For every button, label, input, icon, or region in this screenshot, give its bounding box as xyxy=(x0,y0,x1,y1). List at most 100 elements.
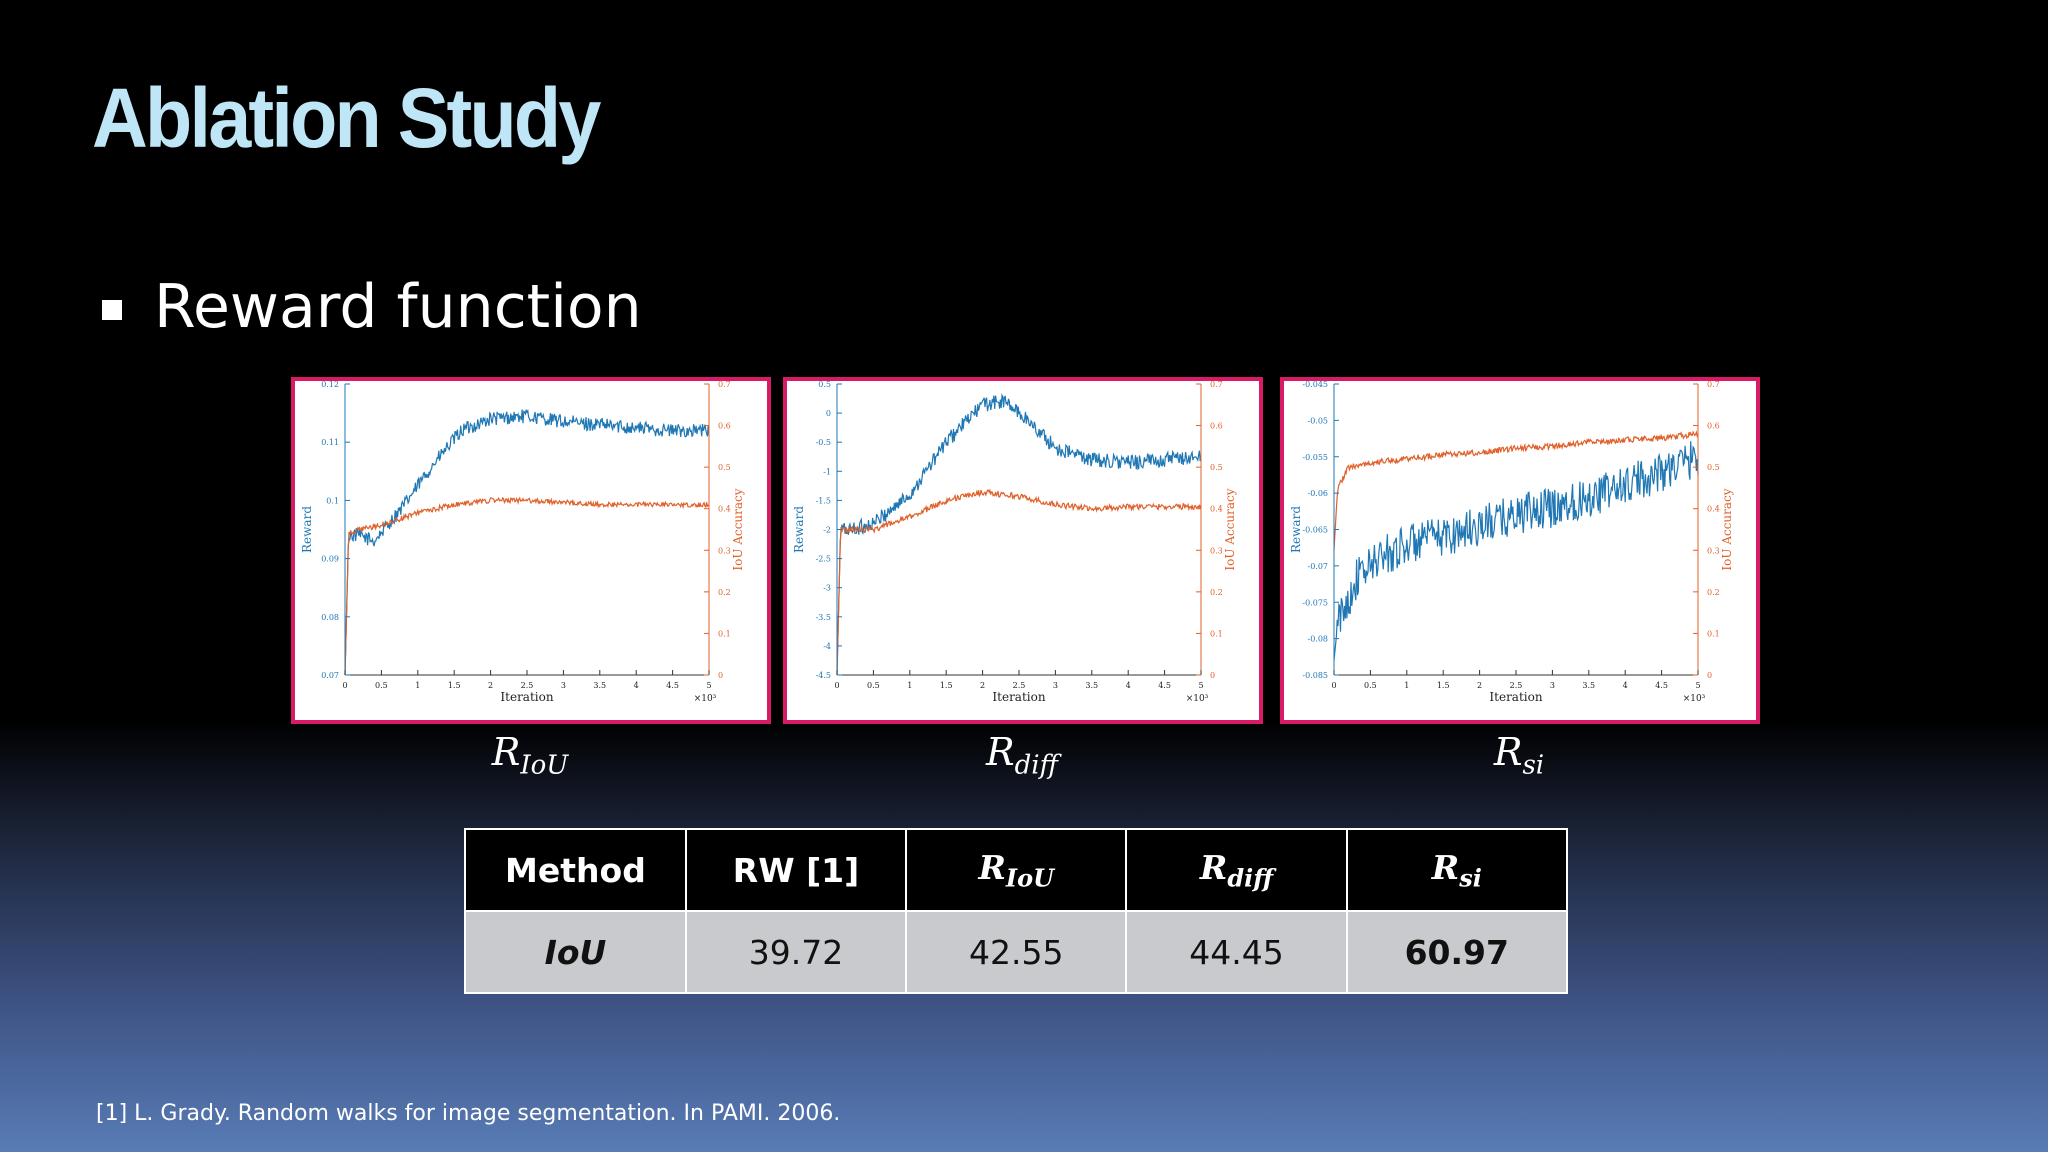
y2-tick-label: 0.6 xyxy=(1210,422,1223,431)
header-sub: si xyxy=(1459,863,1482,893)
caption-rsi: Rsi xyxy=(1419,730,1619,781)
x-axis-label: Iteration xyxy=(500,690,553,704)
caption-sub: IoU xyxy=(520,750,569,781)
y2-tick-label: 0.7 xyxy=(718,381,731,389)
x-tick-label: 1 xyxy=(1404,681,1409,690)
y-tick-label: -0.065 xyxy=(1302,526,1328,535)
y-tick-label: 0.11 xyxy=(321,438,339,447)
y-tick-label: -3 xyxy=(823,584,831,593)
header-method: Method xyxy=(464,828,687,912)
header-rdiff: Rdiff xyxy=(1125,828,1348,912)
y2-tick-label: 0.2 xyxy=(718,588,731,597)
y2-tick-label: 0.6 xyxy=(718,422,731,431)
y2-tick-label: 0.2 xyxy=(1210,588,1223,597)
x-multiplier-label: ×10³ xyxy=(694,694,717,704)
y2-tick-label: 0.1 xyxy=(718,629,731,638)
y-axis-label: Reward xyxy=(300,506,314,553)
header-base: R xyxy=(1199,847,1228,887)
y-axis-label: Reward xyxy=(792,506,806,553)
series-line-reward xyxy=(344,409,710,676)
y2-tick-label: 0.7 xyxy=(1210,381,1223,389)
series-line-reward xyxy=(836,393,1202,676)
x-tick-label: 0.5 xyxy=(1364,681,1377,690)
x-tick-label: 5 xyxy=(1695,681,1700,690)
x-tick-label: 3 xyxy=(561,681,566,690)
caption-riou: RIoU xyxy=(430,730,630,781)
y-tick-label: -4.5 xyxy=(816,671,831,680)
y-axis-label: Reward xyxy=(1289,506,1303,553)
x-tick-label: 3.5 xyxy=(1582,681,1595,690)
x-tick-label: 0.5 xyxy=(375,681,388,690)
y2-tick-label: 0.1 xyxy=(1707,629,1720,638)
y-tick-label: 0.5 xyxy=(818,381,831,389)
caption-base: R xyxy=(1493,730,1523,774)
x-tick-label: 3.5 xyxy=(593,681,606,690)
y2-tick-label: 0.3 xyxy=(718,546,731,555)
y-tick-label: -0.5 xyxy=(816,438,831,447)
cell-riou: 42.55 xyxy=(905,910,1128,994)
y2-tick-label: 0 xyxy=(1707,671,1712,680)
x-tick-label: 4 xyxy=(1623,681,1628,690)
y-tick-label: -2.5 xyxy=(816,555,831,564)
y2-tick-label: 0.7 xyxy=(1707,381,1720,389)
series-line-iou xyxy=(836,488,1202,676)
x-axis-label: Iteration xyxy=(1489,690,1542,704)
x-tick-label: 2 xyxy=(1477,681,1482,690)
results-table: Method RW [1] RIoU Rdiff Rsi IoU 39.72 4… xyxy=(464,828,1569,994)
x-tick-label: 2.5 xyxy=(1510,681,1523,690)
y-tick-label: -3.5 xyxy=(816,613,831,622)
y-tick-label: -1 xyxy=(823,467,831,476)
y-tick-label: 0 xyxy=(826,409,831,418)
y2-tick-label: 0.2 xyxy=(1707,588,1720,597)
caption-sub: diff xyxy=(1014,750,1058,781)
y2-tick-label: 0.3 xyxy=(1707,546,1720,555)
x-tick-label: 4.5 xyxy=(1158,681,1171,690)
y2-tick-label: 0.3 xyxy=(1210,546,1223,555)
y-tick-label: -1.5 xyxy=(816,496,831,505)
y-tick-label: -2 xyxy=(823,526,831,535)
x-tick-label: 0.5 xyxy=(867,681,880,690)
y2-axis-label: IoU Accuracy xyxy=(1223,488,1237,570)
x-tick-label: 4.5 xyxy=(1655,681,1668,690)
series-line-iou xyxy=(344,496,710,676)
y-tick-label: -0.075 xyxy=(1302,598,1328,607)
table-header-row: Method RW [1] RIoU Rdiff Rsi xyxy=(464,828,1569,912)
y-tick-label: -0.055 xyxy=(1302,453,1328,462)
header-base: R xyxy=(978,847,1006,887)
header-sub: diff xyxy=(1227,863,1274,893)
header-riou: RIoU xyxy=(905,828,1128,912)
x-tick-label: 5 xyxy=(706,681,711,690)
x-axis-label: Iteration xyxy=(992,690,1045,704)
x-tick-label: 0 xyxy=(342,681,347,690)
y-tick-label: -0.045 xyxy=(1302,381,1328,389)
x-tick-label: 5 xyxy=(1198,681,1203,690)
caption-rdiff: Rdiff xyxy=(922,730,1122,781)
header-base: R xyxy=(1431,847,1460,887)
series-line-reward xyxy=(1333,441,1699,661)
x-tick-label: 2.5 xyxy=(521,681,534,690)
y2-tick-label: 0.5 xyxy=(718,463,731,472)
y2-tick-label: 0.4 xyxy=(1210,505,1223,514)
x-tick-label: 2.5 xyxy=(1013,681,1026,690)
chart-rsi: 0 0.5 1 1.5 2 2.5 3 3.5 4 4.5 5 -0.085 -0.08 -0.075 -0… xyxy=(1280,377,1760,724)
y2-tick-label: 0.4 xyxy=(1707,505,1720,514)
slide-title: Ablation Study xyxy=(92,71,601,165)
x-tick-label: 3.5 xyxy=(1085,681,1098,690)
y2-tick-label: 0.5 xyxy=(1707,463,1720,472)
x-multiplier-label: ×10³ xyxy=(1683,694,1706,704)
y2-tick-label: 0.6 xyxy=(1707,422,1720,431)
chart-riou: 0 0.5 1 1.5 2 2.5 3 3.5 4 4.5 5 0.07 0.08 0.09 0.1 0.11… xyxy=(291,377,771,724)
y2-tick-label: 0 xyxy=(718,671,723,680)
x-tick-label: 1.5 xyxy=(1437,681,1450,690)
row-label: IoU xyxy=(464,910,687,994)
x-tick-label: 1.5 xyxy=(940,681,953,690)
x-tick-label: 2 xyxy=(980,681,985,690)
x-tick-label: 3 xyxy=(1550,681,1555,690)
x-tick-label: 4 xyxy=(634,681,639,690)
x-tick-label: 0 xyxy=(1331,681,1336,690)
cell-rsi: 60.97 xyxy=(1345,910,1569,994)
y2-axis-label: IoU Accuracy xyxy=(731,488,745,570)
caption-sub: si xyxy=(1522,750,1545,781)
y2-tick-label: 0 xyxy=(1210,671,1215,680)
header-rw: RW [1] xyxy=(684,828,908,912)
